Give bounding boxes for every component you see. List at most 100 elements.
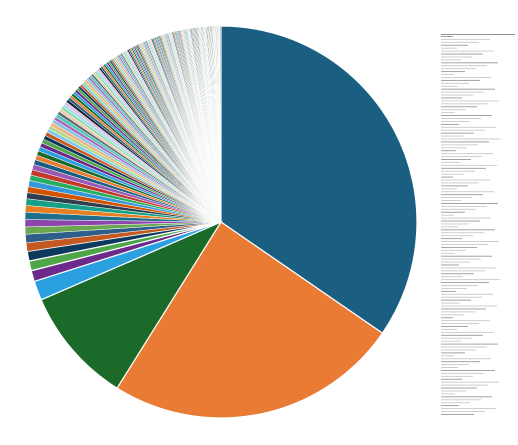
legend-item [441,314,464,316]
legend-item [441,287,467,289]
legend-item [441,408,496,410]
legend-item [441,115,492,117]
legend-item [441,217,491,219]
legend-item [441,402,470,404]
legend-item [441,267,496,269]
legend-item [441,47,457,49]
legend-item [441,161,460,163]
legend-item [441,144,478,146]
legend [441,34,515,415]
pie-slice [220,25,222,223]
legend-item [441,97,462,99]
legend-item [441,191,494,193]
legend-item [441,317,453,319]
legend-item [441,258,481,260]
legend-item [441,197,472,199]
legend-item [441,372,484,374]
legend-item [441,361,480,363]
legend-item [441,129,485,131]
legend-item [441,411,485,412]
legend-item [441,88,495,90]
legend-item [441,285,478,286]
legend-item [441,214,454,216]
legend-item [441,159,471,160]
legend-item [441,290,456,292]
legend-item [441,235,473,237]
legend-item [441,194,483,196]
legend-item [441,346,487,348]
pie-slice [220,25,418,335]
legend-item [441,249,466,251]
pie-slice [40,220,223,389]
legend-item [441,343,498,345]
legend-item [441,364,469,366]
legend-item [441,126,496,128]
legend-item [441,65,487,67]
legend-item [441,203,498,204]
legend-item [441,74,454,75]
legend-item [441,176,453,178]
legend-item [441,179,490,181]
legend-item [441,337,472,339]
legend-item [441,270,485,272]
legend-item [441,109,466,111]
legend-item [441,56,472,58]
legend-item [441,62,498,64]
legend-item [441,138,500,140]
legend-item [441,387,477,389]
legend-item [441,367,458,368]
legend-item [441,156,482,158]
legend-header [441,34,515,35]
legend-item [441,296,482,298]
legend-item [441,358,491,360]
legend-item [441,188,457,190]
legend-item [441,261,470,263]
legend-item [441,255,492,257]
legend-item [441,167,486,169]
legend-item [441,355,454,357]
legend-item [441,390,466,392]
legend-item [441,150,456,152]
legend-item [441,340,461,342]
legend-item [441,103,488,105]
legend-item [441,173,464,175]
legend-item [441,238,462,240]
legend-item [441,68,476,70]
legend-item [441,349,476,351]
legend-item [441,77,491,78]
legend-item [441,164,497,166]
legend-item [441,246,477,248]
legend-item [441,279,500,281]
legend-item [441,118,481,119]
legend-item [441,308,486,310]
legend-item [441,211,465,213]
legend-item [441,44,468,46]
legend-item [441,94,473,96]
legend-item [441,82,469,84]
legend-item [441,352,465,354]
legend-item [441,232,484,234]
legend-item [441,323,479,325]
legend-item [441,38,490,40]
legend-item [441,71,465,73]
legend-item [441,141,489,143]
legend-item [441,331,494,333]
pie-slice [116,221,384,419]
legend-item [441,147,467,149]
legend-item [441,396,492,398]
legend-item [441,244,488,245]
legend-item [441,79,480,81]
legend-item [441,85,458,87]
legend-item [441,223,469,225]
legend-item [441,132,474,134]
legend-item [441,100,499,102]
legend-item [441,226,458,228]
legend-item [441,305,497,307]
legend-item [441,53,483,55]
legend-item [441,293,493,295]
legend-item [441,123,459,125]
legend-item [441,120,470,122]
legend-item [441,370,495,371]
legend-item [441,220,480,222]
